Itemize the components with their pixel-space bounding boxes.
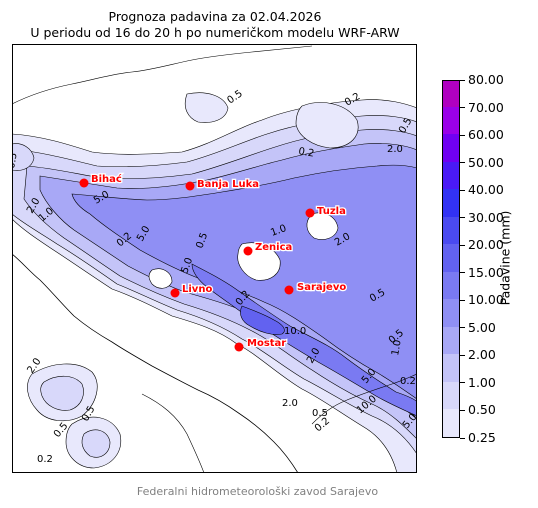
precip-area-15 xyxy=(240,305,285,335)
colorbar-tick xyxy=(460,79,465,81)
colorbar-tick-label: 0.50 xyxy=(468,402,496,418)
red-dot-icon xyxy=(243,246,253,256)
colorbar-segment xyxy=(443,271,459,300)
city-livno: Livno xyxy=(170,283,214,298)
colorbar-tick xyxy=(460,299,465,301)
city-label: Bihać xyxy=(91,173,122,185)
contour-label: 1.0 xyxy=(390,339,404,357)
border-line xyxy=(311,373,417,425)
colorbar xyxy=(442,80,460,438)
precipitation-map: 0.50.20.50.22.05.02.00.51.05.00.2 2.01.05… xyxy=(12,44,417,473)
colorbar-tick xyxy=(460,354,465,356)
city-label: Tuzla xyxy=(317,206,346,217)
colorbar-tick xyxy=(460,134,465,136)
colorbar-segment xyxy=(443,353,459,382)
colorbar-tick-label: 40.00 xyxy=(468,182,504,198)
city-label: Zenica xyxy=(255,242,292,253)
contour-label: 10.0 xyxy=(284,326,306,337)
colorbar-tick xyxy=(460,189,465,191)
colorbar-segment xyxy=(443,243,459,272)
colorbar-tick xyxy=(460,217,465,219)
contour-label: 0.5 xyxy=(194,231,210,250)
colorbar-tick-label: 50.00 xyxy=(468,154,504,170)
colorbar-segment xyxy=(443,188,459,217)
map-title-line1: Prognoza padavina za 02.04.2026 xyxy=(108,9,322,24)
colorbar-segment xyxy=(443,161,459,190)
colorbar-tick xyxy=(460,162,465,164)
colorbar-tick xyxy=(460,107,465,109)
colorbar-tick xyxy=(460,409,465,411)
colorbar-segment xyxy=(443,326,459,355)
contour-label: 2.0 xyxy=(282,398,298,409)
contour-label: 0.2 xyxy=(400,376,416,387)
contour-label: 1.0 xyxy=(269,223,288,239)
contour-label: 0.2 xyxy=(37,454,53,465)
border-line xyxy=(12,45,313,105)
border-line xyxy=(141,393,205,473)
contour-label: 5.0 xyxy=(179,256,195,275)
city-mostar: Mostar xyxy=(234,337,288,352)
colorbar-tick-label: 2.00 xyxy=(468,347,496,363)
colorbar-tick-label: 0.25 xyxy=(468,430,496,445)
colorbar-tick-label: 70.00 xyxy=(468,99,504,115)
city-bihac: Bihać xyxy=(79,172,123,188)
colorbar-segment xyxy=(443,106,459,135)
colorbar-tick xyxy=(460,382,465,384)
colorbar-segment xyxy=(443,408,459,437)
colorbar-segment xyxy=(443,216,459,245)
credit-text: Federalni hidrometeorološki zavod Saraje… xyxy=(136,485,379,498)
colorbar-segment xyxy=(443,133,459,162)
colorbar-tick xyxy=(460,244,465,246)
colorbar-segment xyxy=(443,298,459,327)
colorbar-tick xyxy=(460,437,465,439)
colorbar-tick-label: 80.00 xyxy=(468,72,504,87)
colorbar-tick-label: 1.00 xyxy=(468,374,496,390)
colorbar-segment xyxy=(443,81,459,107)
contour-label: 0.5 xyxy=(12,152,20,170)
colorbar-tick-label: 15.00 xyxy=(468,264,504,280)
red-dot-icon xyxy=(170,288,180,298)
city-banja-luka: Banja Luka xyxy=(185,178,260,191)
colorbar-tick xyxy=(460,272,465,274)
city-tuzla: Tuzla xyxy=(305,205,347,218)
colorbar-tick-label: 20.00 xyxy=(468,237,504,253)
city-label: Livno xyxy=(182,284,212,295)
map-title-line2: U periodu od 16 do 20 h po numeričkom mo… xyxy=(30,25,400,40)
contour-label: 0.5 xyxy=(312,408,328,419)
red-dot-icon xyxy=(284,285,294,295)
colorbar-tick xyxy=(460,327,465,329)
city-label: Mostar xyxy=(247,338,286,349)
city-label: Banja Luka xyxy=(197,179,259,190)
coastline xyxy=(12,253,299,473)
red-dot-icon xyxy=(305,208,315,218)
colorbar-tick-label: 10.00 xyxy=(468,292,504,308)
colorbar-tick-label: 60.00 xyxy=(468,127,504,143)
city-zenica: Zenica xyxy=(243,241,294,256)
red-dot-icon xyxy=(234,342,244,352)
city-label: Sarajevo xyxy=(297,282,346,293)
colorbar-tick-label: 30.00 xyxy=(468,209,504,225)
colorbar-tick-label: 5.00 xyxy=(468,319,496,335)
colorbar-label: Padavine (mm) xyxy=(497,210,513,306)
contour-label: 0.2 xyxy=(297,146,315,160)
city-sarajevo: Sarajevo xyxy=(284,281,348,295)
red-dot-icon xyxy=(79,178,89,188)
contour-label: 2.0 xyxy=(387,144,403,155)
red-dot-icon xyxy=(185,181,195,191)
colorbar-segment xyxy=(443,381,459,410)
